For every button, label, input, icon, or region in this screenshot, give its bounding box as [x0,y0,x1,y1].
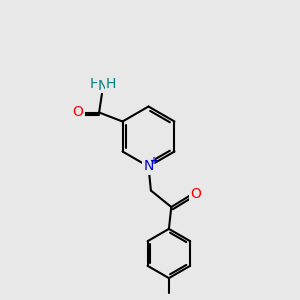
Text: H: H [106,77,116,91]
Text: +: + [149,156,158,167]
Text: H: H [89,77,100,91]
Text: O: O [73,106,84,119]
Text: O: O [190,187,201,201]
Text: N: N [143,160,154,173]
Text: N: N [98,79,108,92]
